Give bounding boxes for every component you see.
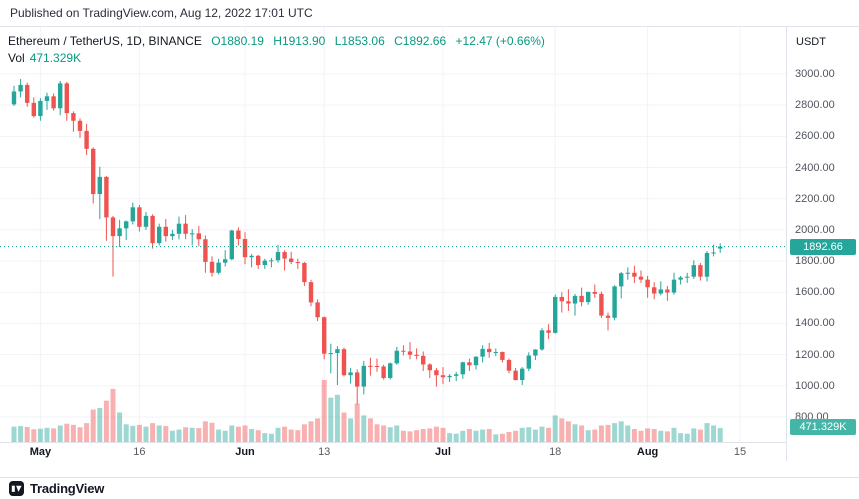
- ohlc-close: C1892.66: [394, 34, 447, 48]
- time-axis-label: Aug: [636, 446, 659, 458]
- time-axis-label: 13: [318, 446, 331, 458]
- time-axis-label: Jun: [235, 446, 255, 458]
- brand-name[interactable]: TradingView: [30, 481, 105, 496]
- time-axis-label: May: [29, 446, 52, 458]
- volume-badge: 471.329K: [790, 419, 856, 435]
- ohlc-change: +12.47 (+0.66%): [455, 34, 545, 48]
- tradingview-logo-icon[interactable]: [9, 481, 24, 496]
- published-text: Published on TradingView.com, Aug 12, 20…: [10, 6, 313, 20]
- time-axis-label: 16: [133, 446, 146, 458]
- price-axis-label: 1800.00: [795, 255, 835, 268]
- price-axis-label: 1200.00: [795, 348, 835, 361]
- chart-legend: Ethereum / TetherUS, 1D, BINANCE O1880.1…: [8, 34, 551, 65]
- price-axis-label: 1600.00: [795, 286, 835, 299]
- price-axis-label: 1400.00: [795, 317, 835, 330]
- chart-area[interactable]: Ethereum / TetherUS, 1D, BINANCE O1880.1…: [0, 27, 859, 461]
- price-axis-label: 1000.00: [795, 379, 835, 392]
- price-axis-label: 2200.00: [795, 192, 835, 205]
- symbol-title: Ethereum / TetherUS, 1D, BINANCE: [8, 34, 202, 48]
- price-axis[interactable]: USDT 3000.00 2800.00 2600.00 2400.00 2200.00…: [786, 27, 859, 461]
- price-axis-label: 2400.00: [795, 161, 835, 174]
- time-axis-label: 18: [549, 446, 562, 458]
- price-axis-label: 2600.00: [795, 130, 835, 143]
- last-price-badge: 1892.66: [790, 238, 856, 255]
- published-bar: Published on TradingView.com, Aug 12, 20…: [0, 0, 859, 27]
- time-axis-label: 15: [733, 446, 747, 458]
- ohlc-low: L1853.06: [334, 34, 385, 48]
- currency-label: USDT: [796, 36, 826, 48]
- footer: TradingView: [0, 461, 859, 499]
- ohlc-open: O1880.19: [211, 34, 264, 48]
- ohlc-high: H1913.90: [273, 34, 326, 48]
- price-axis-label: 2800.00: [795, 99, 835, 112]
- time-axis-label: Jul: [435, 446, 451, 458]
- time-axis[interactable]: May 16 Jun 13 Jul 18 Aug 15: [0, 442, 859, 461]
- candlestick-chart[interactable]: [0, 27, 786, 461]
- price-axis-label: 3000.00: [795, 68, 835, 80]
- price-axis-label: 2000.00: [795, 223, 835, 236]
- vol-value: 471.329K: [29, 51, 82, 65]
- vol-label: Vol: [8, 51, 25, 65]
